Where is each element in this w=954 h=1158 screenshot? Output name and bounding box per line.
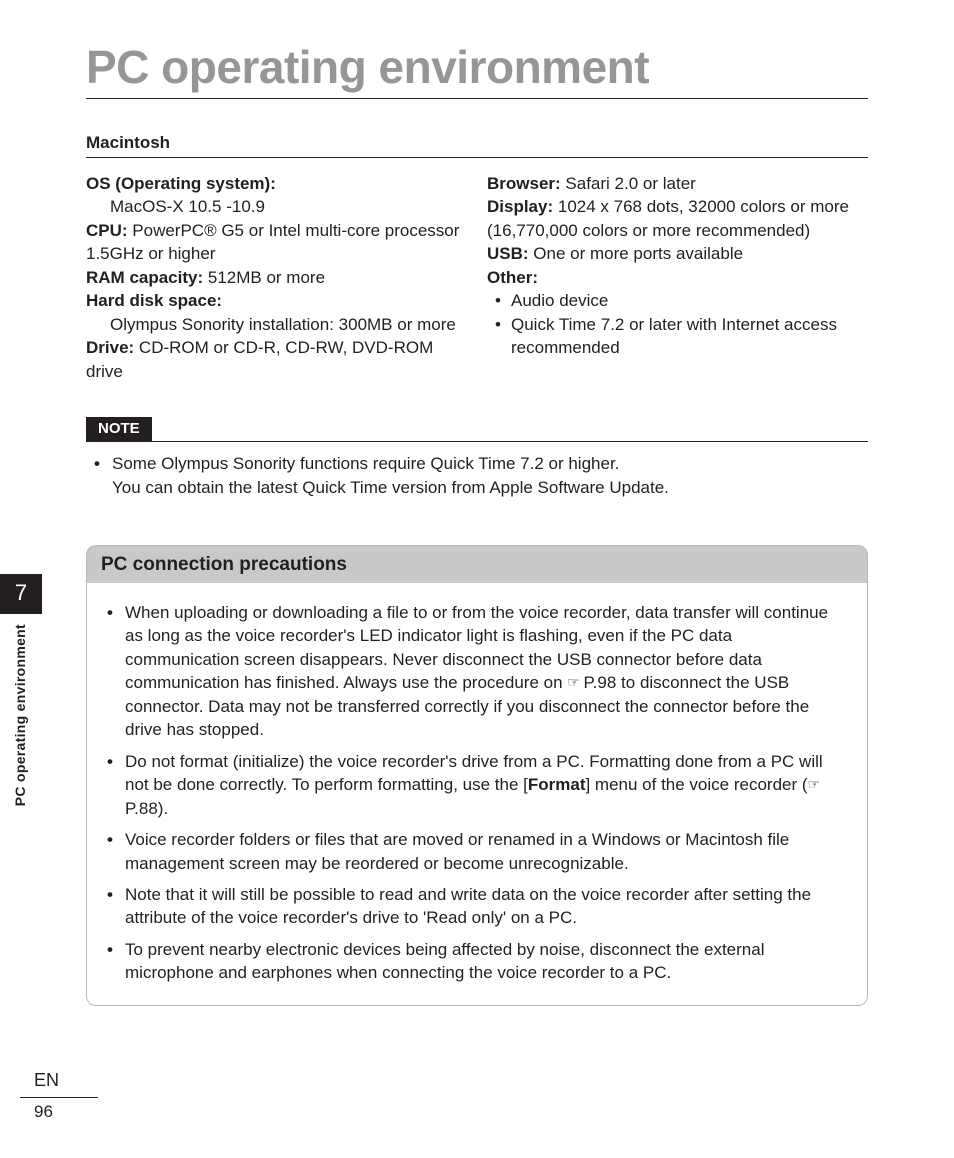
spec-other-item: Audio device [493, 289, 868, 312]
pointer-icon: ☞ [808, 775, 820, 794]
spec-browser-value: Safari 2.0 or later [561, 174, 696, 193]
spec-os: OS (Operating system): MacOS-X 10.5 -10.… [86, 172, 467, 219]
footer-rule [20, 1097, 98, 1098]
spec-hdd-value: Olympus Sonority installation: 300MB or … [86, 313, 467, 336]
spec-cpu-value: PowerPC® G5 or Intel multi-core processo… [86, 221, 459, 263]
page-footer: EN 96 [20, 1070, 98, 1122]
footer-language: EN [20, 1070, 98, 1097]
specs-columns: OS (Operating system): MacOS-X 10.5 -10.… [86, 172, 868, 383]
precaution-text: P.88). [125, 799, 168, 818]
spec-other-item: Quick Time 7.2 or later with Internet ac… [493, 313, 868, 360]
spec-hdd-label: Hard disk space: [86, 289, 467, 312]
format-keyword: Format [528, 775, 586, 794]
spec-cpu-label: CPU: [86, 221, 128, 240]
spec-os-label: OS (Operating system): [86, 174, 276, 193]
precautions-panel: PC connection precautions • When uploadi… [86, 545, 868, 1006]
platform-heading: Macintosh [86, 133, 868, 158]
spec-usb-label: USB: [487, 244, 529, 263]
note-badge: NOTE [86, 417, 152, 441]
spec-browser-label: Browser: [487, 174, 561, 193]
spec-ram: RAM capacity: 512MB or more [86, 266, 467, 289]
precaution-item: • When uploading or downloading a file t… [101, 601, 845, 742]
precaution-text: Voice recorder folders or files that are… [125, 830, 789, 872]
spec-display-label: Display: [487, 197, 553, 216]
spec-cpu: CPU: PowerPC® G5 or Intel multi-core pro… [86, 219, 467, 266]
note-rule [86, 441, 868, 442]
spec-display: Display: 1024 x 768 dots, 32000 colors o… [487, 195, 868, 242]
note-list: • Some Olympus Sonority functions requir… [92, 452, 868, 499]
note-line2: You can obtain the latest Quick Time ver… [112, 478, 669, 497]
spec-browser: Browser: Safari 2.0 or later [487, 172, 868, 195]
spec-other-label: Other: [487, 266, 868, 289]
spec-drive: Drive: CD-ROM or CD-R, CD-RW, DVD-ROM dr… [86, 336, 467, 383]
spec-drive-value: CD-ROM or CD-R, CD-RW, DVD-ROM drive [86, 338, 433, 380]
spec-other-list: Audio device Quick Time 7.2 or later wit… [487, 289, 868, 359]
chapter-number: 7 [0, 574, 42, 614]
pointer-icon: ☞ [567, 673, 579, 692]
precaution-item: • To prevent nearby electronic devices b… [101, 938, 845, 985]
specs-right-col: Browser: Safari 2.0 or later Display: 10… [487, 172, 868, 383]
specs-left-col: OS (Operating system): MacOS-X 10.5 -10.… [86, 172, 467, 383]
chapter-tab: 7 PC operating environment [0, 574, 42, 816]
precaution-text: ] menu of the voice recorder ( [585, 775, 807, 794]
note-line1: Some Olympus Sonority functions require … [112, 454, 619, 473]
precautions-list: • When uploading or downloading a file t… [101, 601, 845, 985]
precautions-body: • When uploading or downloading a file t… [86, 583, 868, 1006]
note-block: NOTE • Some Olympus Sonority functions r… [86, 417, 868, 499]
precaution-item: • Do not format (initialize) the voice r… [101, 750, 845, 820]
spec-hdd: Hard disk space: Olympus Sonority instal… [86, 289, 467, 336]
precaution-text: Note that it will still be possible to r… [125, 885, 811, 927]
chapter-label: PC operating environment [0, 614, 40, 816]
spec-ram-value: 512MB or more [203, 268, 325, 287]
page-title: PC operating environment [86, 40, 868, 99]
spec-usb-value: One or more ports available [529, 244, 744, 263]
spec-drive-label: Drive: [86, 338, 134, 357]
spec-other: Other: Audio device Quick Time 7.2 or la… [487, 266, 868, 360]
note-item: • Some Olympus Sonority functions requir… [92, 452, 868, 499]
spec-usb: USB: One or more ports available [487, 242, 868, 265]
precaution-item: • Note that it will still be possible to… [101, 883, 845, 930]
spacer [86, 105, 868, 133]
spec-ram-label: RAM capacity: [86, 268, 203, 287]
precaution-item: • Voice recorder folders or files that a… [101, 828, 845, 875]
page: PC operating environment Macintosh OS (O… [0, 0, 954, 1158]
spec-os-value: MacOS-X 10.5 -10.9 [86, 195, 467, 218]
footer-page-number: 96 [20, 1102, 98, 1122]
precautions-header: PC connection precautions [86, 545, 868, 583]
precaution-text: To prevent nearby electronic devices bei… [125, 940, 764, 982]
